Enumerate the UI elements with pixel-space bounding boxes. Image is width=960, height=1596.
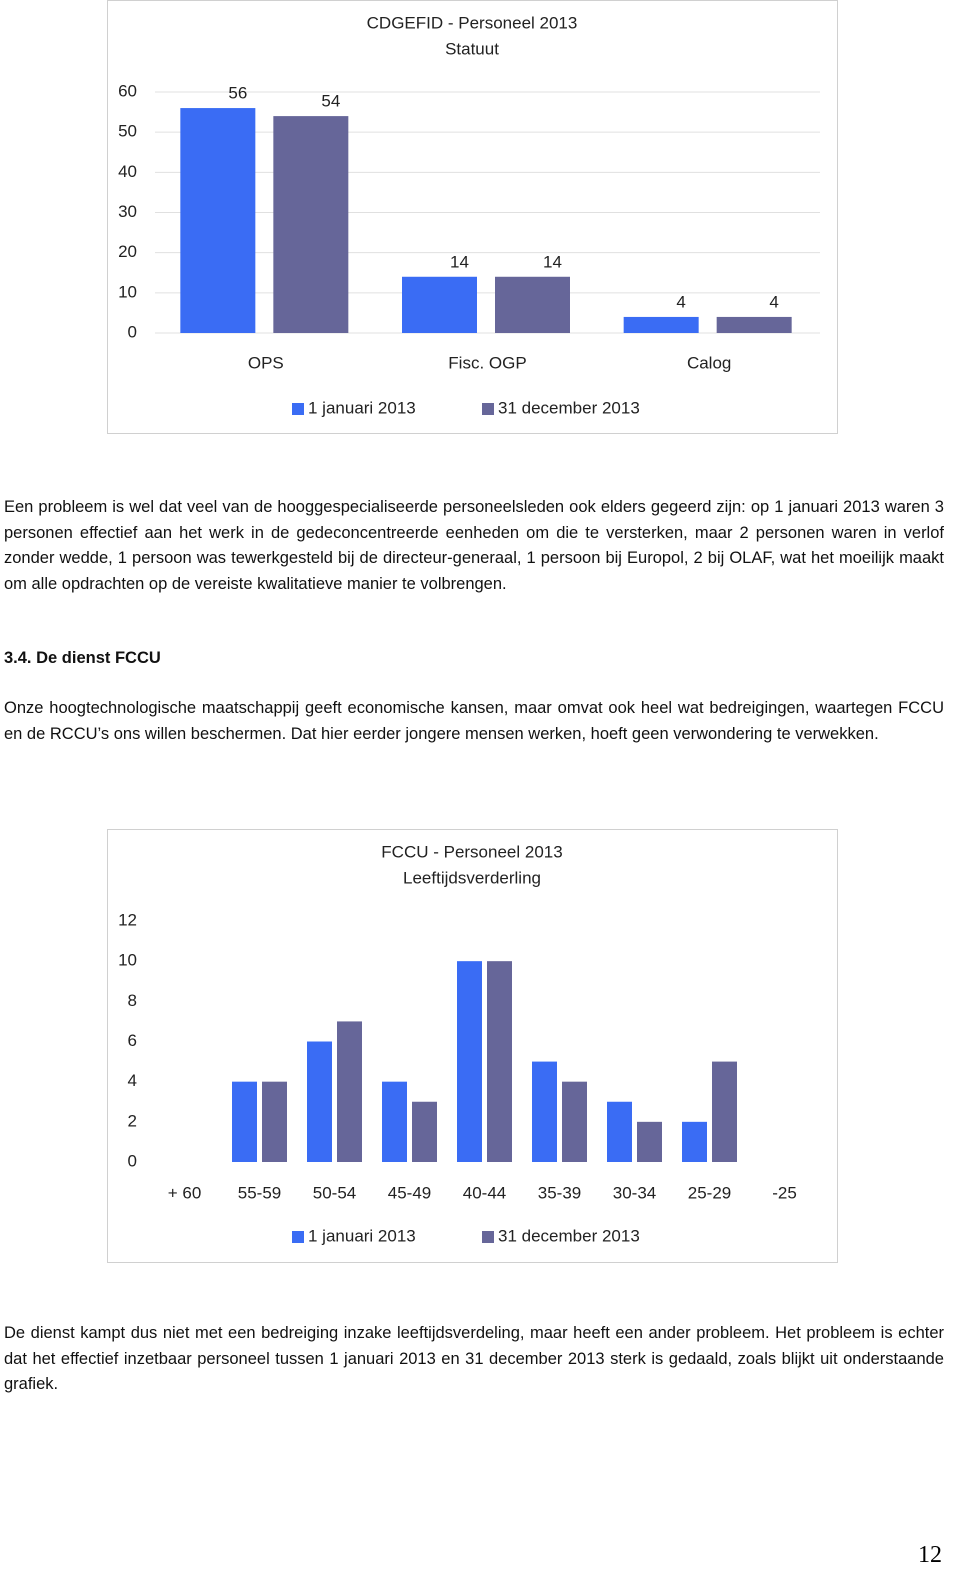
data-label: 56 (228, 84, 247, 103)
chart-title: CDGEFID - Personeel 2013 (367, 13, 578, 32)
x-tick-label: 35-39 (538, 1183, 581, 1202)
bar (607, 1101, 632, 1162)
bar (180, 108, 256, 333)
data-label: 54 (321, 92, 340, 111)
y-tick-label: 20 (118, 242, 137, 261)
x-tick-label: 25-29 (688, 1183, 731, 1202)
x-tick-label: 30-34 (613, 1183, 656, 1202)
paragraph: De dienst kampt dus niet met een bedreig… (4, 1324, 944, 1393)
legend-label: 1 januari 2013 (308, 1226, 416, 1245)
data-label: 4 (676, 292, 685, 311)
chart-frame (107, 0, 838, 434)
y-tick-label: 8 (128, 991, 137, 1010)
legend-label: 31 december 2013 (498, 398, 640, 417)
data-label: 14 (543, 252, 562, 271)
x-tick-label: -25 (772, 1183, 797, 1202)
legend-swatch (482, 403, 494, 415)
chart-subtitle: Leeftijdsverderling (403, 868, 541, 887)
bar (232, 1081, 257, 1162)
y-tick-label: 10 (118, 951, 137, 970)
y-tick-label: 12 (118, 910, 137, 929)
bar (487, 961, 512, 1162)
chart: CDGEFID - Personeel 2013 Statuut 0 10 20 30 40… (107, 0, 838, 434)
legend-swatch (292, 1231, 304, 1243)
chart-frame (107, 829, 838, 1263)
bar (412, 1101, 437, 1162)
y-tick-label: 30 (118, 202, 137, 221)
y-tick-label: 6 (128, 1031, 137, 1050)
bar (623, 316, 699, 333)
y-tick-label: 4 (128, 1071, 137, 1090)
legend-label: 1 januari 2013 (308, 398, 416, 417)
y-tick-label: 0 (128, 1151, 137, 1170)
bar (532, 1061, 557, 1162)
y-tick-label: 2 (128, 1111, 137, 1130)
x-tick-label: 50-54 (313, 1183, 356, 1202)
y-tick-label: 50 (118, 122, 137, 141)
y-tick-label: 10 (118, 282, 137, 301)
x-tick-label: 45-49 (388, 1183, 431, 1202)
bar (273, 116, 349, 333)
bar (562, 1081, 587, 1162)
legend-swatch (292, 403, 304, 415)
bar (682, 1121, 707, 1162)
data-label: 14 (450, 252, 469, 271)
y-tick-label: 40 (118, 162, 137, 181)
chart: FCCU - Personeel 2013 Leeftijdsverderling… (107, 829, 838, 1263)
x-tick-label: + 60 (168, 1183, 202, 1202)
bar (337, 1021, 362, 1162)
page-number: 12 (918, 1542, 942, 1568)
bar (495, 276, 570, 333)
x-tick-label: Calog (687, 353, 731, 372)
bar (457, 961, 482, 1162)
bar (382, 1081, 407, 1162)
bar (712, 1061, 737, 1162)
heading: 3.4. De dienst FCCU (4, 649, 161, 667)
paragraph: Een probleem is wel dat veel van de hoog… (4, 498, 944, 593)
data-label: 4 (769, 292, 778, 311)
x-tick-label: Fisc. OGP (448, 353, 526, 372)
y-tick-label: 60 (118, 81, 137, 100)
y-tick-label: 0 (128, 322, 137, 341)
paragraph: Onze hoogtechnologische maatschappij gee… (4, 699, 944, 743)
legend-label: 31 december 2013 (498, 1226, 640, 1245)
chart-subtitle: Statuut (445, 39, 499, 58)
bar (637, 1121, 662, 1162)
chart-title: FCCU - Personeel 2013 (381, 842, 562, 861)
legend-swatch (482, 1231, 494, 1243)
bar (307, 1041, 332, 1162)
x-tick-label: 55-59 (238, 1183, 281, 1202)
bar (402, 276, 477, 333)
bar (262, 1081, 287, 1162)
x-tick-label: 40-44 (463, 1183, 506, 1202)
x-tick-label: OPS (248, 353, 284, 372)
bar (716, 316, 792, 333)
